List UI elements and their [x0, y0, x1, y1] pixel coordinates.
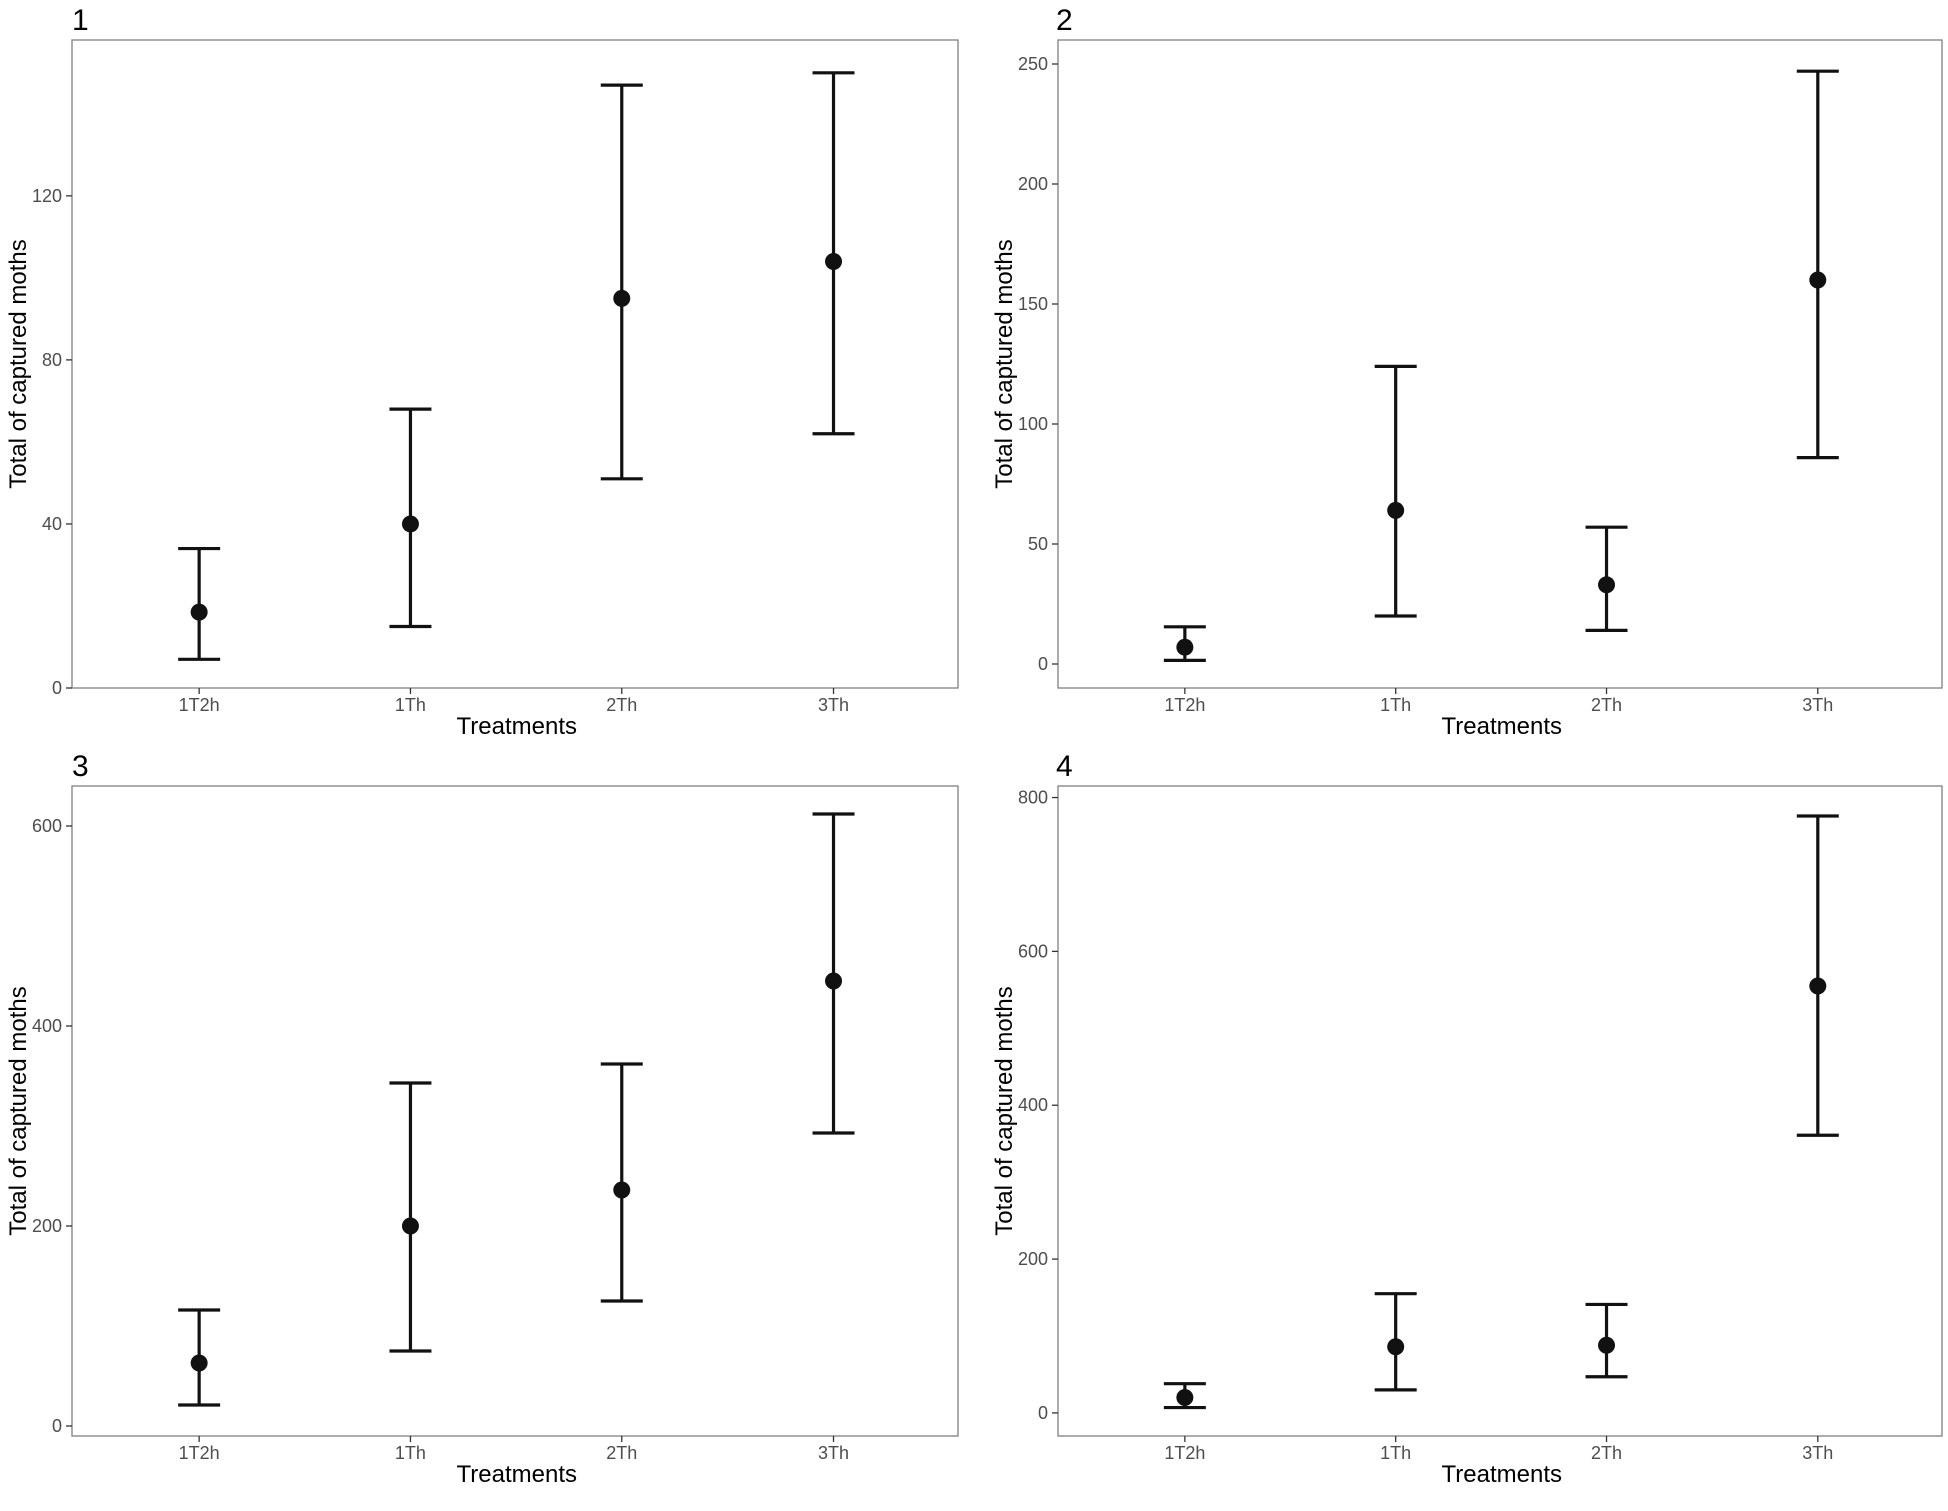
data-point: [401, 1217, 419, 1235]
x-tick-label: 2Th: [606, 695, 637, 715]
plot-frame: [71, 785, 959, 1437]
y-tick-label: 80: [42, 350, 62, 370]
data-point: [1387, 501, 1405, 519]
x-tick-label: 2Th: [1591, 1443, 1622, 1463]
y-tick-label: 150: [1018, 294, 1048, 314]
data-point: [825, 252, 843, 270]
y-tick-label: 0: [1038, 654, 1048, 674]
data-point: [1598, 1336, 1616, 1354]
x-tick-label: 1T2h: [179, 695, 220, 715]
panel-label: 1: [72, 4, 89, 37]
y-tick-label: 250: [1018, 54, 1048, 74]
data-point: [1176, 638, 1194, 656]
y-tick-label: 50: [1028, 534, 1048, 554]
x-tick-label: 3Th: [1802, 695, 1833, 715]
x-tick-label: 1Th: [1380, 695, 1411, 715]
y-tick-label: 400: [32, 1016, 62, 1036]
data-point: [613, 289, 631, 307]
x-tick-label: 1Th: [395, 1443, 426, 1463]
x-tick-label: 2Th: [1591, 695, 1622, 715]
y-tick-label: 0: [52, 678, 62, 698]
data-point: [1809, 977, 1827, 995]
data-point: [1598, 576, 1616, 594]
data-point: [825, 972, 843, 990]
y-tick-label: 400: [1018, 1095, 1048, 1115]
x-tick-label: 3Th: [818, 695, 849, 715]
y-tick-label: 800: [1018, 788, 1048, 808]
y-tick-label: 120: [32, 186, 62, 206]
panel-label: 2: [1056, 4, 1073, 37]
data-point: [613, 1181, 631, 1199]
x-axis-title: Treatments: [457, 1461, 577, 1488]
x-tick-label: 1T2h: [1164, 695, 1205, 715]
plot-frame: [71, 39, 959, 689]
y-tick-label: 200: [1018, 174, 1048, 194]
panel-label: 4: [1056, 750, 1073, 783]
plot-frame: [1057, 39, 1943, 689]
y-tick-label: 200: [1018, 1249, 1048, 1269]
y-axis-title: Total of captured moths: [991, 239, 1018, 488]
x-tick-label: 1Th: [1380, 1443, 1411, 1463]
y-tick-label: 0: [1038, 1403, 1048, 1423]
x-tick-label: 2Th: [606, 1443, 637, 1463]
chart-panel-4: 4 0 200 400 600 800 1T2h 1Th 2Th 3Th Treatments Tot…: [991, 750, 1943, 1488]
y-tick-label: 40: [42, 514, 62, 534]
data-point: [1387, 1338, 1405, 1356]
plot-frame: [1057, 785, 1943, 1437]
y-tick-label: 0: [52, 1416, 62, 1436]
x-axis-title: Treatments: [1442, 1461, 1562, 1488]
chart-panel-2: 2 0 50 100 150 200 250 1T2h 1Th 2Th 3Th Treatments T…: [991, 4, 1943, 740]
data-point: [1176, 1389, 1194, 1407]
x-axis-title: Treatments: [1442, 713, 1562, 740]
y-axis-title: Total of captured moths: [991, 986, 1018, 1235]
panel-label: 3: [72, 750, 89, 783]
data-point: [401, 515, 419, 533]
chart-panel-1: 1 0 40 80 120 1T2h 1Th 2Th 3Th Treatments Total of…: [5, 4, 959, 740]
data-point: [1809, 271, 1827, 289]
data-point: [190, 1354, 208, 1372]
chart-panel-3: 3 0 200 400 600 1T2h 1Th 2Th 3Th Treatments Total …: [5, 750, 959, 1488]
x-tick-label: 1T2h: [1164, 1443, 1205, 1463]
x-tick-label: 3Th: [1802, 1443, 1833, 1463]
y-axis-title: Total of captured moths: [5, 239, 32, 488]
x-axis-title: Treatments: [457, 713, 577, 740]
y-tick-label: 100: [1018, 414, 1048, 434]
x-tick-label: 3Th: [818, 1443, 849, 1463]
y-tick-label: 200: [32, 1216, 62, 1236]
y-axis-title: Total of captured moths: [5, 986, 32, 1235]
data-point: [190, 603, 208, 621]
y-tick-label: 600: [1018, 941, 1048, 961]
x-tick-label: 1Th: [395, 695, 426, 715]
x-tick-label: 1T2h: [179, 1443, 220, 1463]
y-tick-label: 600: [32, 816, 62, 836]
